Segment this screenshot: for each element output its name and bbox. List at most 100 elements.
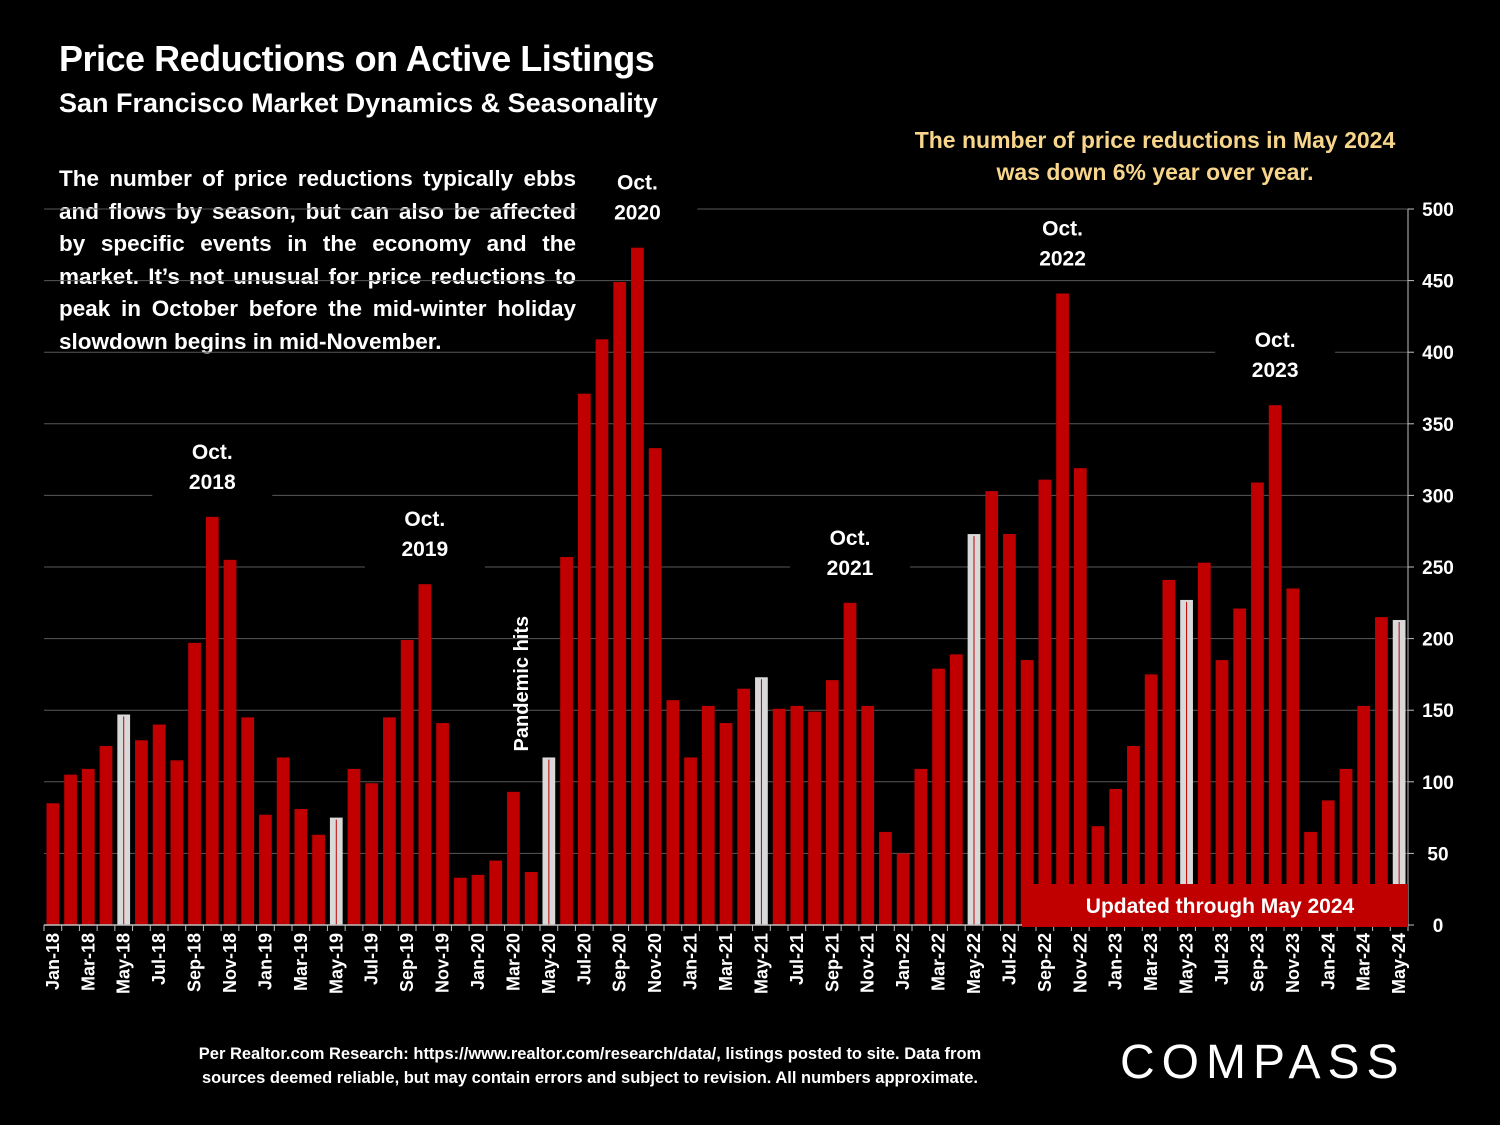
bar bbox=[949, 654, 963, 925]
bar bbox=[507, 791, 520, 925]
bar bbox=[825, 680, 839, 925]
y-tick-label: 0 bbox=[1433, 916, 1444, 937]
bar bbox=[312, 834, 325, 925]
bar bbox=[135, 740, 148, 925]
x-tick-label: May-21 bbox=[751, 933, 771, 994]
bar bbox=[1020, 660, 1034, 925]
bar bbox=[914, 768, 928, 925]
x-tick-label: May-20 bbox=[539, 933, 559, 994]
compass-logo: COMPASS bbox=[1120, 1036, 1406, 1089]
bar bbox=[64, 774, 77, 925]
bar bbox=[1286, 588, 1300, 925]
x-tick-label: Sep-22 bbox=[1035, 933, 1055, 992]
x-tick-label: Jul-18 bbox=[149, 933, 169, 985]
bar bbox=[1268, 405, 1282, 926]
chart-subtitle: San Francisco Market Dynamics & Seasonal… bbox=[59, 88, 658, 118]
bar bbox=[365, 783, 379, 925]
x-tick-label: May-19 bbox=[326, 933, 346, 994]
annotation-bg bbox=[364, 500, 485, 571]
bar bbox=[1038, 479, 1052, 925]
x-tick-label: Jan-21 bbox=[681, 933, 701, 990]
bar bbox=[790, 705, 804, 925]
x-tick-label: Sep-18 bbox=[185, 933, 205, 992]
x-tick-label: Mar-22 bbox=[929, 933, 949, 991]
annotation-line-1: Oct. bbox=[1042, 217, 1083, 240]
x-tick-label: Mar-24 bbox=[1354, 933, 1374, 991]
x-tick-label: Mar-20 bbox=[503, 933, 523, 991]
annotation-line-1: Oct. bbox=[192, 441, 233, 464]
x-tick-label: Nov-18 bbox=[220, 933, 240, 993]
y-tick-label: 200 bbox=[1422, 630, 1454, 651]
bar bbox=[1144, 674, 1158, 925]
bar bbox=[471, 874, 485, 925]
x-tick-label: Mar-23 bbox=[1141, 933, 1161, 991]
y-tick-label: 250 bbox=[1422, 558, 1454, 579]
y-tick-label: 50 bbox=[1427, 844, 1448, 865]
bar bbox=[613, 282, 627, 926]
bar bbox=[383, 717, 396, 925]
annotation-line-2: 2023 bbox=[1252, 359, 1299, 382]
x-tick-label: Sep-23 bbox=[1247, 933, 1267, 992]
x-tick-label: Nov-20 bbox=[645, 933, 665, 993]
x-tick-label: Jan-23 bbox=[1106, 933, 1126, 990]
bar bbox=[737, 688, 751, 925]
bar bbox=[1056, 293, 1069, 925]
y-tick-label: 150 bbox=[1422, 701, 1454, 722]
bar bbox=[1197, 562, 1211, 925]
bar bbox=[772, 708, 786, 925]
x-axis: Jan-18 Mar-18 May-18 Jul-18 Sep-18 Nov-18 Jan-… bbox=[43, 924, 1409, 994]
bar bbox=[453, 877, 467, 925]
bar bbox=[1357, 705, 1371, 925]
x-tick-label: Jul-22 bbox=[999, 933, 1019, 985]
updated-badge: Updated through May 2024 bbox=[1022, 884, 1408, 927]
bar bbox=[294, 809, 308, 925]
bar bbox=[1162, 579, 1176, 925]
annotation-line-1: Oct. bbox=[1255, 329, 1296, 352]
x-tick-label: Sep-19 bbox=[397, 933, 417, 992]
bar bbox=[595, 339, 609, 925]
bar bbox=[489, 860, 503, 925]
bar-series bbox=[46, 247, 1406, 926]
x-tick-label: May-24 bbox=[1389, 933, 1409, 994]
y-tick-label: 400 bbox=[1422, 343, 1454, 364]
bar bbox=[524, 872, 538, 925]
x-tick-label: Nov-19 bbox=[433, 933, 453, 993]
x-tick-label: Nov-23 bbox=[1283, 933, 1303, 993]
updated-badge-bg bbox=[1022, 884, 1408, 927]
description-text: The number of price reductions typically… bbox=[59, 166, 576, 354]
bar bbox=[99, 746, 113, 925]
bar bbox=[666, 700, 680, 925]
bar bbox=[1073, 468, 1087, 925]
x-tick-label: Jan-22 bbox=[893, 933, 913, 990]
annotation-line-1: Oct. bbox=[830, 527, 871, 550]
annotation-line-2: 2019 bbox=[401, 538, 448, 561]
y-axis: 0 50 100 150 200 250 300 350 400 450 500 bbox=[1407, 200, 1454, 937]
bar bbox=[896, 853, 910, 925]
x-tick-label: May-23 bbox=[1177, 933, 1197, 994]
annotations: Oct. 2018 Oct. 2019 Oct. 2020 Oct. 2021 Oct. 2022… bbox=[152, 163, 1336, 751]
annotation-line-1: Oct. bbox=[404, 508, 445, 531]
annotation-bg bbox=[152, 432, 273, 503]
bar-chart: Oct. 2018 Oct. 2019 Oct. 2020 Oct. 2021 Oct. 2022… bbox=[42, 163, 1454, 995]
bar bbox=[985, 491, 999, 925]
bar bbox=[577, 393, 591, 925]
bar bbox=[1127, 746, 1140, 925]
x-tick-label: Sep-21 bbox=[822, 933, 842, 992]
annotation-bg bbox=[790, 518, 910, 589]
x-tick-label: Mar-21 bbox=[716, 933, 736, 991]
bar bbox=[1003, 534, 1016, 925]
x-tick-label: Jan-20 bbox=[468, 933, 488, 990]
bar bbox=[631, 247, 644, 925]
x-tick-label: Nov-22 bbox=[1070, 933, 1090, 993]
x-tick-label: Jan-19 bbox=[255, 933, 275, 990]
x-tick-label: Sep-20 bbox=[610, 933, 630, 992]
bar bbox=[400, 640, 414, 925]
bar bbox=[861, 705, 875, 925]
annotation-line-2: 2021 bbox=[827, 557, 874, 580]
bar bbox=[701, 705, 715, 925]
y-tick-label: 500 bbox=[1422, 200, 1454, 221]
bar bbox=[1215, 660, 1229, 925]
bar bbox=[932, 668, 945, 925]
footer-line-1: Per Realtor.com Research: https://www.re… bbox=[198, 1045, 982, 1063]
bar bbox=[205, 516, 219, 925]
